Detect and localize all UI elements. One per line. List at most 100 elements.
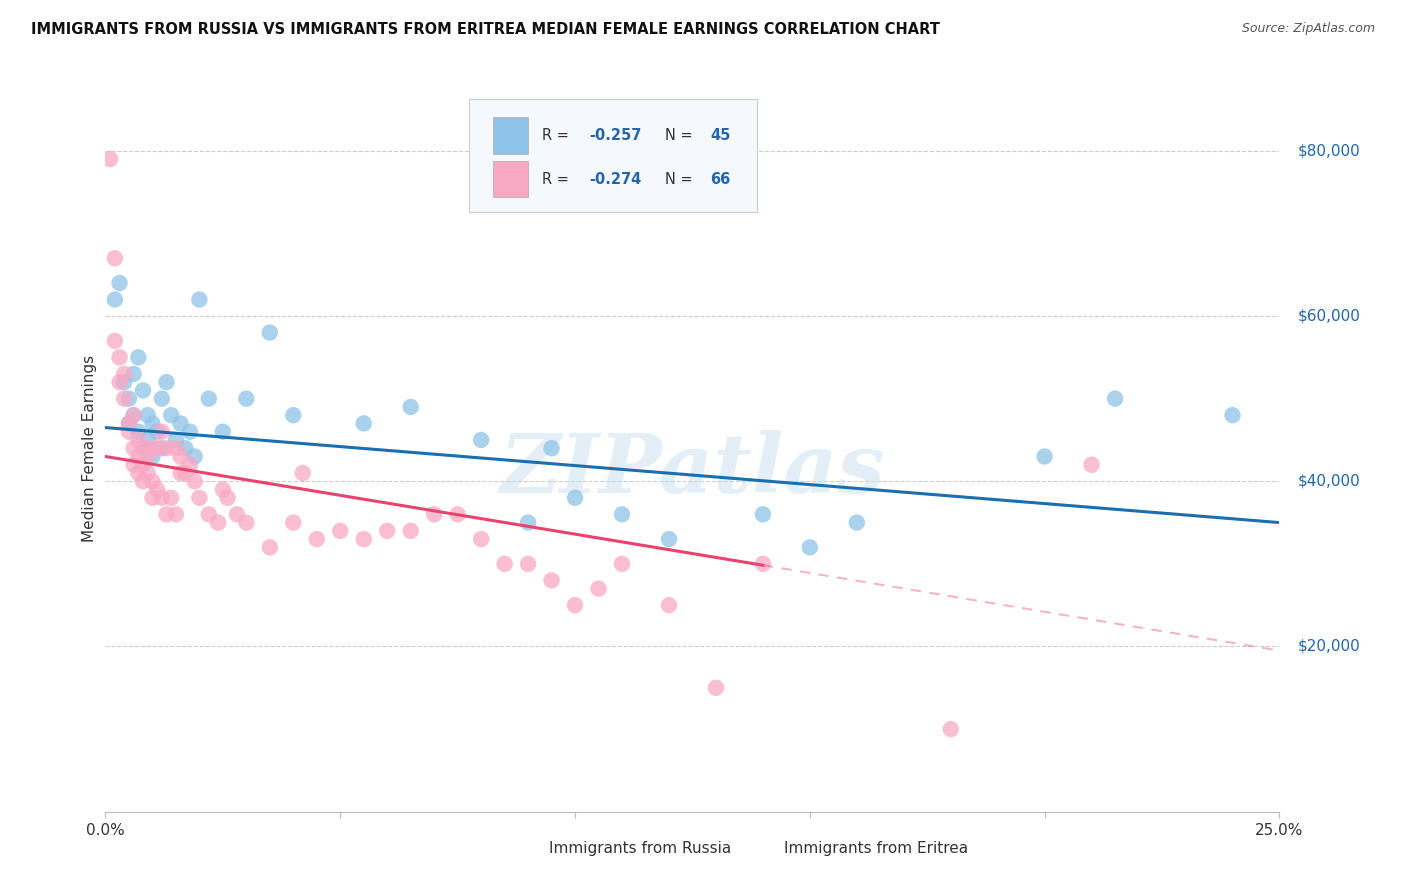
Point — [353, 532, 375, 546]
Text: N =: N = — [665, 172, 697, 186]
Point — [235, 392, 257, 406]
Point — [132, 458, 155, 472]
Point — [160, 491, 183, 505]
Point — [283, 408, 305, 422]
Point — [118, 417, 141, 431]
Text: ZIPatlas: ZIPatlas — [499, 430, 886, 510]
Point — [259, 326, 281, 340]
Text: Immigrants from Eritrea: Immigrants from Eritrea — [785, 840, 969, 855]
Point — [188, 293, 211, 307]
Point — [122, 458, 145, 472]
Point — [118, 417, 141, 431]
Point — [179, 425, 201, 439]
Point — [291, 466, 314, 480]
Point — [141, 417, 163, 431]
Point — [174, 466, 197, 480]
Point — [112, 392, 135, 406]
Point — [146, 442, 169, 455]
Text: $20,000: $20,000 — [1298, 639, 1361, 654]
Point — [160, 408, 183, 422]
Point — [217, 491, 239, 505]
Point — [752, 557, 775, 571]
Point — [1080, 458, 1102, 472]
Text: IMMIGRANTS FROM RUSSIA VS IMMIGRANTS FROM ERITREA MEDIAN FEMALE EARNINGS CORRELA: IMMIGRANTS FROM RUSSIA VS IMMIGRANTS FRO… — [31, 22, 939, 37]
Point — [235, 516, 257, 530]
Point — [136, 408, 159, 422]
Point — [155, 508, 177, 522]
Point — [610, 508, 633, 522]
Point — [207, 516, 229, 530]
Point — [141, 442, 163, 455]
Point — [108, 276, 131, 290]
Point — [658, 532, 681, 546]
Point — [540, 442, 562, 455]
Point — [141, 475, 163, 489]
Text: $60,000: $60,000 — [1298, 309, 1361, 324]
Point — [146, 425, 169, 439]
Point — [446, 508, 468, 522]
Point — [169, 450, 191, 464]
Point — [108, 351, 131, 365]
Text: N =: N = — [665, 128, 697, 143]
Point — [132, 442, 155, 455]
Point — [1222, 408, 1244, 422]
Point — [155, 442, 177, 455]
Point — [939, 722, 962, 736]
Text: Immigrants from Russia: Immigrants from Russia — [550, 840, 731, 855]
Point — [259, 541, 281, 555]
Point — [399, 400, 422, 414]
Text: 45: 45 — [710, 128, 731, 143]
Point — [188, 491, 211, 505]
Point — [98, 152, 121, 166]
Point — [375, 524, 398, 538]
Point — [183, 475, 205, 489]
Point — [132, 475, 155, 489]
Point — [283, 516, 305, 530]
Point — [127, 351, 149, 365]
Point — [127, 425, 149, 439]
Point — [211, 425, 233, 439]
Point — [136, 433, 159, 447]
Point — [179, 458, 201, 472]
Point — [136, 466, 159, 480]
Point — [470, 532, 492, 546]
Point — [141, 491, 163, 505]
Point — [799, 541, 821, 555]
Point — [127, 433, 149, 447]
Point — [141, 450, 163, 464]
Point — [165, 508, 187, 522]
Point — [122, 408, 145, 422]
Point — [118, 392, 141, 406]
Point — [122, 442, 145, 455]
FancyBboxPatch shape — [494, 161, 529, 197]
Text: R =: R = — [543, 172, 574, 186]
Text: R =: R = — [543, 128, 574, 143]
Point — [104, 293, 127, 307]
Point — [353, 417, 375, 431]
Point — [146, 483, 169, 497]
Point — [122, 367, 145, 381]
Point — [494, 557, 516, 571]
Point — [183, 450, 205, 464]
Point — [122, 408, 145, 422]
Text: -0.257: -0.257 — [589, 128, 641, 143]
FancyBboxPatch shape — [740, 830, 775, 866]
Point — [150, 392, 173, 406]
Point — [165, 442, 187, 455]
Y-axis label: Median Female Earnings: Median Female Earnings — [82, 355, 97, 541]
Point — [112, 375, 135, 389]
Point — [165, 433, 187, 447]
Point — [305, 532, 328, 546]
Point — [752, 508, 775, 522]
Point — [104, 251, 127, 265]
Point — [564, 491, 586, 505]
Point — [132, 384, 155, 398]
Point — [610, 557, 633, 571]
Point — [174, 442, 197, 455]
Point — [108, 375, 131, 389]
Point — [150, 442, 173, 455]
Text: $40,000: $40,000 — [1298, 474, 1361, 489]
Point — [564, 598, 586, 612]
FancyBboxPatch shape — [470, 99, 756, 212]
Point — [470, 433, 492, 447]
